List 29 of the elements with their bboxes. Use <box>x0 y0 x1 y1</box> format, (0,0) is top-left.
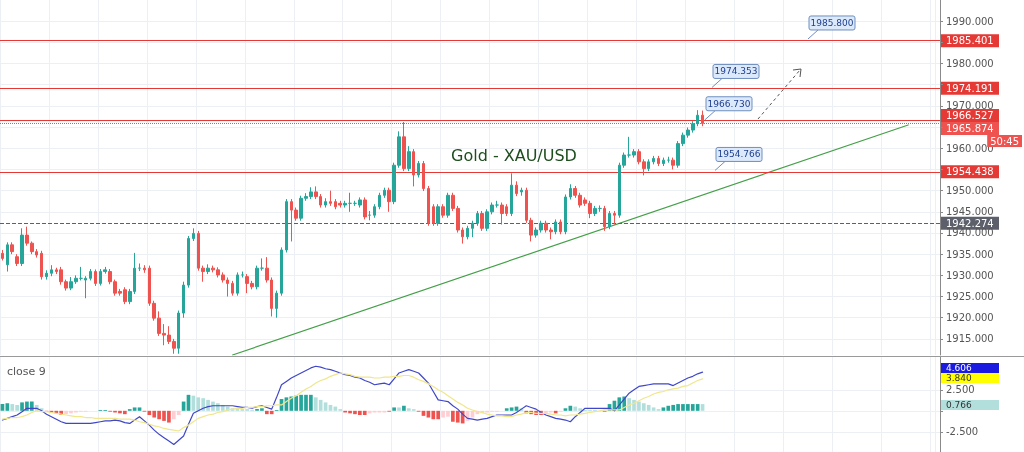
ref-line-label: 1965.874 <box>946 123 994 134</box>
y-tick-label: 1970.000 <box>946 100 994 112</box>
annotation: 1954.766 <box>717 149 761 160</box>
ref-line-label: 1974.191 <box>946 82 994 94</box>
ref-line-label: 1954.438 <box>946 166 994 178</box>
y-tick-label: 1935.000 <box>946 248 994 260</box>
annotation: 1966.730 <box>707 98 751 109</box>
text: 3.840 <box>946 373 973 383</box>
y-tick-label: 1980.000 <box>946 58 994 70</box>
y-tick-label: 1930.000 <box>946 269 994 281</box>
annotation: 1974.353 <box>714 66 758 77</box>
y-tick-label: 2.500 <box>946 384 975 396</box>
y-tick-label: 1990.000 <box>946 15 994 27</box>
text: 50:45 <box>990 135 1019 147</box>
y-tick-label: 1925.000 <box>946 291 994 303</box>
y-tick-label: 1920.000 <box>946 312 994 324</box>
y-tick-label: -2.500 <box>946 426 979 438</box>
ref-line-label: 1966.527 <box>946 110 994 121</box>
text: close 9 <box>7 365 46 378</box>
text: 0.766 <box>946 400 973 410</box>
y-tick-label: 1945.000 <box>946 206 994 218</box>
y-tick-label: 1950.000 <box>946 185 994 197</box>
annotation: 1985.800 <box>810 17 854 28</box>
ref-line-label: 1985.401 <box>946 35 994 47</box>
text: Gold - XAU/USD <box>451 145 577 165</box>
text: 4.606 <box>946 363 973 373</box>
ref-line-label: 1942.274 <box>946 217 994 229</box>
y-tick-label: 1940.000 <box>946 227 994 239</box>
y-tick-label: 1915.000 <box>946 333 994 345</box>
